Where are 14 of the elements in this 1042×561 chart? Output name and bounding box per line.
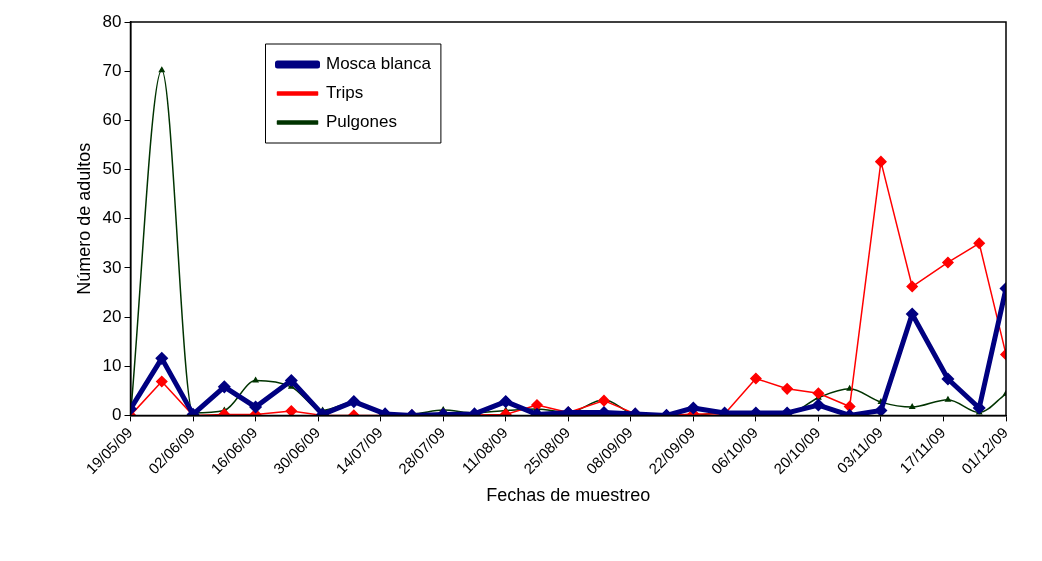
y-tick-label: 70 [102,60,122,80]
y-tick-label: 60 [102,110,122,130]
x-axis-title: Fechas de muestreo [486,485,651,506]
y-tick-label: 10 [102,355,122,375]
y-tick-label: 20 [102,306,122,326]
y-tick-label: 80 [102,11,122,31]
y-tick-label: 50 [102,159,122,179]
y-axis-title: Número de adultos [73,142,94,295]
y-tick-label: 0 [112,405,122,425]
legend-label: Mosca blanca [326,54,432,74]
legend-label: Pulgones [326,112,397,132]
y-tick-label: 40 [102,208,122,228]
legend-label: Trips [326,83,364,103]
y-tick-label: 30 [102,257,122,277]
